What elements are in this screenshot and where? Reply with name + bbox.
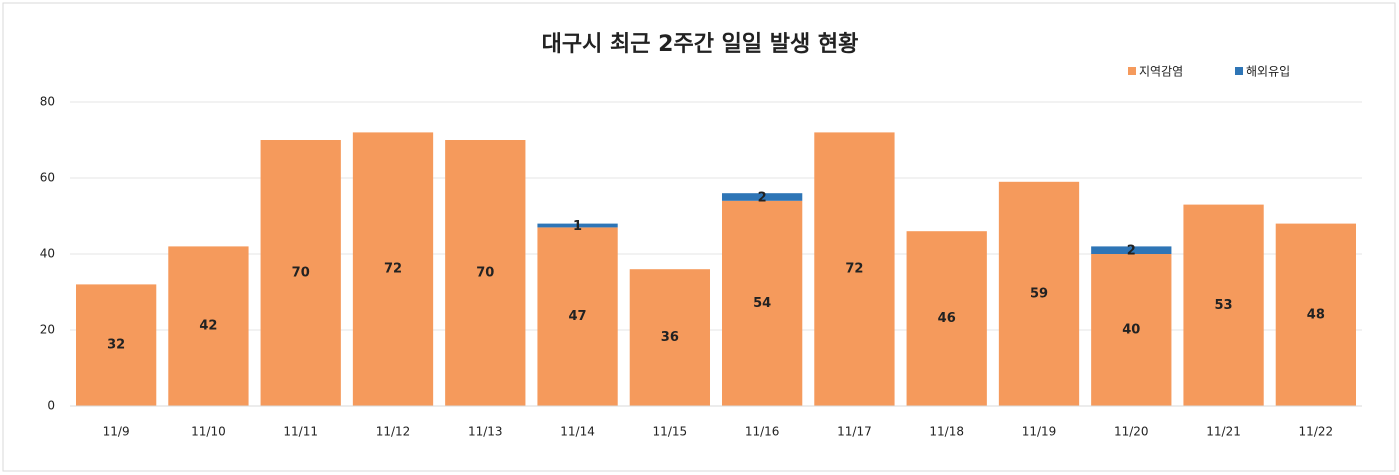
x-tick-label: 11/10 bbox=[191, 425, 226, 439]
x-tick-label: 11/22 bbox=[1299, 425, 1334, 439]
value-label: 2 bbox=[1127, 244, 1136, 259]
x-tick-label: 11/19 bbox=[1022, 425, 1057, 439]
bar-segment bbox=[1183, 204, 1264, 406]
chart-title: 대구시 최근 2주간 일일 발생 현황 bbox=[542, 32, 859, 57]
y-tick-label: 40 bbox=[40, 247, 55, 261]
value-label: 70 bbox=[292, 266, 310, 281]
bar-segment bbox=[260, 140, 341, 406]
bar-segment bbox=[998, 181, 1080, 406]
value-label: 47 bbox=[569, 309, 587, 324]
x-tick-label: 11/9 bbox=[103, 425, 130, 439]
value-label: 32 bbox=[107, 338, 125, 353]
x-tick-label: 11/12 bbox=[376, 425, 411, 439]
value-label: 54 bbox=[753, 296, 771, 311]
x-tick-label: 11/11 bbox=[283, 425, 318, 439]
legend-swatch bbox=[1235, 67, 1243, 75]
bar-segment bbox=[537, 227, 618, 406]
bar-segment bbox=[75, 284, 157, 406]
y-tick-label: 60 bbox=[40, 171, 55, 185]
value-label: 40 bbox=[1122, 323, 1140, 338]
value-label: 70 bbox=[476, 266, 494, 281]
bar-segment bbox=[537, 223, 618, 228]
bar-segment bbox=[1091, 254, 1172, 406]
bar-segment bbox=[352, 132, 434, 406]
bar-segment bbox=[721, 193, 803, 201]
value-label: 42 bbox=[199, 319, 217, 334]
bar-segment bbox=[906, 231, 987, 406]
value-label: 1 bbox=[573, 219, 582, 234]
value-label: 59 bbox=[1030, 286, 1048, 301]
bar-segment bbox=[445, 140, 526, 406]
x-tick-label: 11/15 bbox=[653, 425, 688, 439]
y-tick-label: 20 bbox=[40, 323, 55, 337]
x-tick-label: 11/16 bbox=[745, 425, 780, 439]
value-label: 36 bbox=[661, 330, 679, 345]
y-tick-label: 80 bbox=[40, 95, 55, 109]
value-label: 2 bbox=[758, 191, 767, 206]
legend-label: 해외유입 bbox=[1246, 65, 1290, 79]
bar-segment bbox=[629, 269, 711, 406]
x-tick-label: 11/13 bbox=[468, 425, 503, 439]
legend-label: 지역감염 bbox=[1139, 65, 1183, 79]
value-label: 53 bbox=[1215, 298, 1233, 313]
value-label: 48 bbox=[1307, 307, 1325, 322]
bar-segment bbox=[168, 246, 249, 406]
bar-segment bbox=[814, 132, 895, 406]
bar-segment bbox=[1275, 223, 1357, 406]
value-label: 72 bbox=[384, 262, 402, 277]
value-label: 72 bbox=[845, 262, 863, 277]
x-tick-label: 11/17 bbox=[837, 425, 872, 439]
value-label: 46 bbox=[938, 311, 956, 326]
x-tick-label: 11/20 bbox=[1114, 425, 1149, 439]
bar-segment bbox=[1091, 246, 1172, 254]
x-tick-label: 11/21 bbox=[1206, 425, 1241, 439]
bar-segment bbox=[721, 200, 803, 406]
y-tick-label: 0 bbox=[47, 399, 55, 413]
x-tick-label: 11/18 bbox=[929, 425, 964, 439]
legend-swatch bbox=[1128, 67, 1136, 75]
x-tick-label: 11/14 bbox=[560, 425, 595, 439]
